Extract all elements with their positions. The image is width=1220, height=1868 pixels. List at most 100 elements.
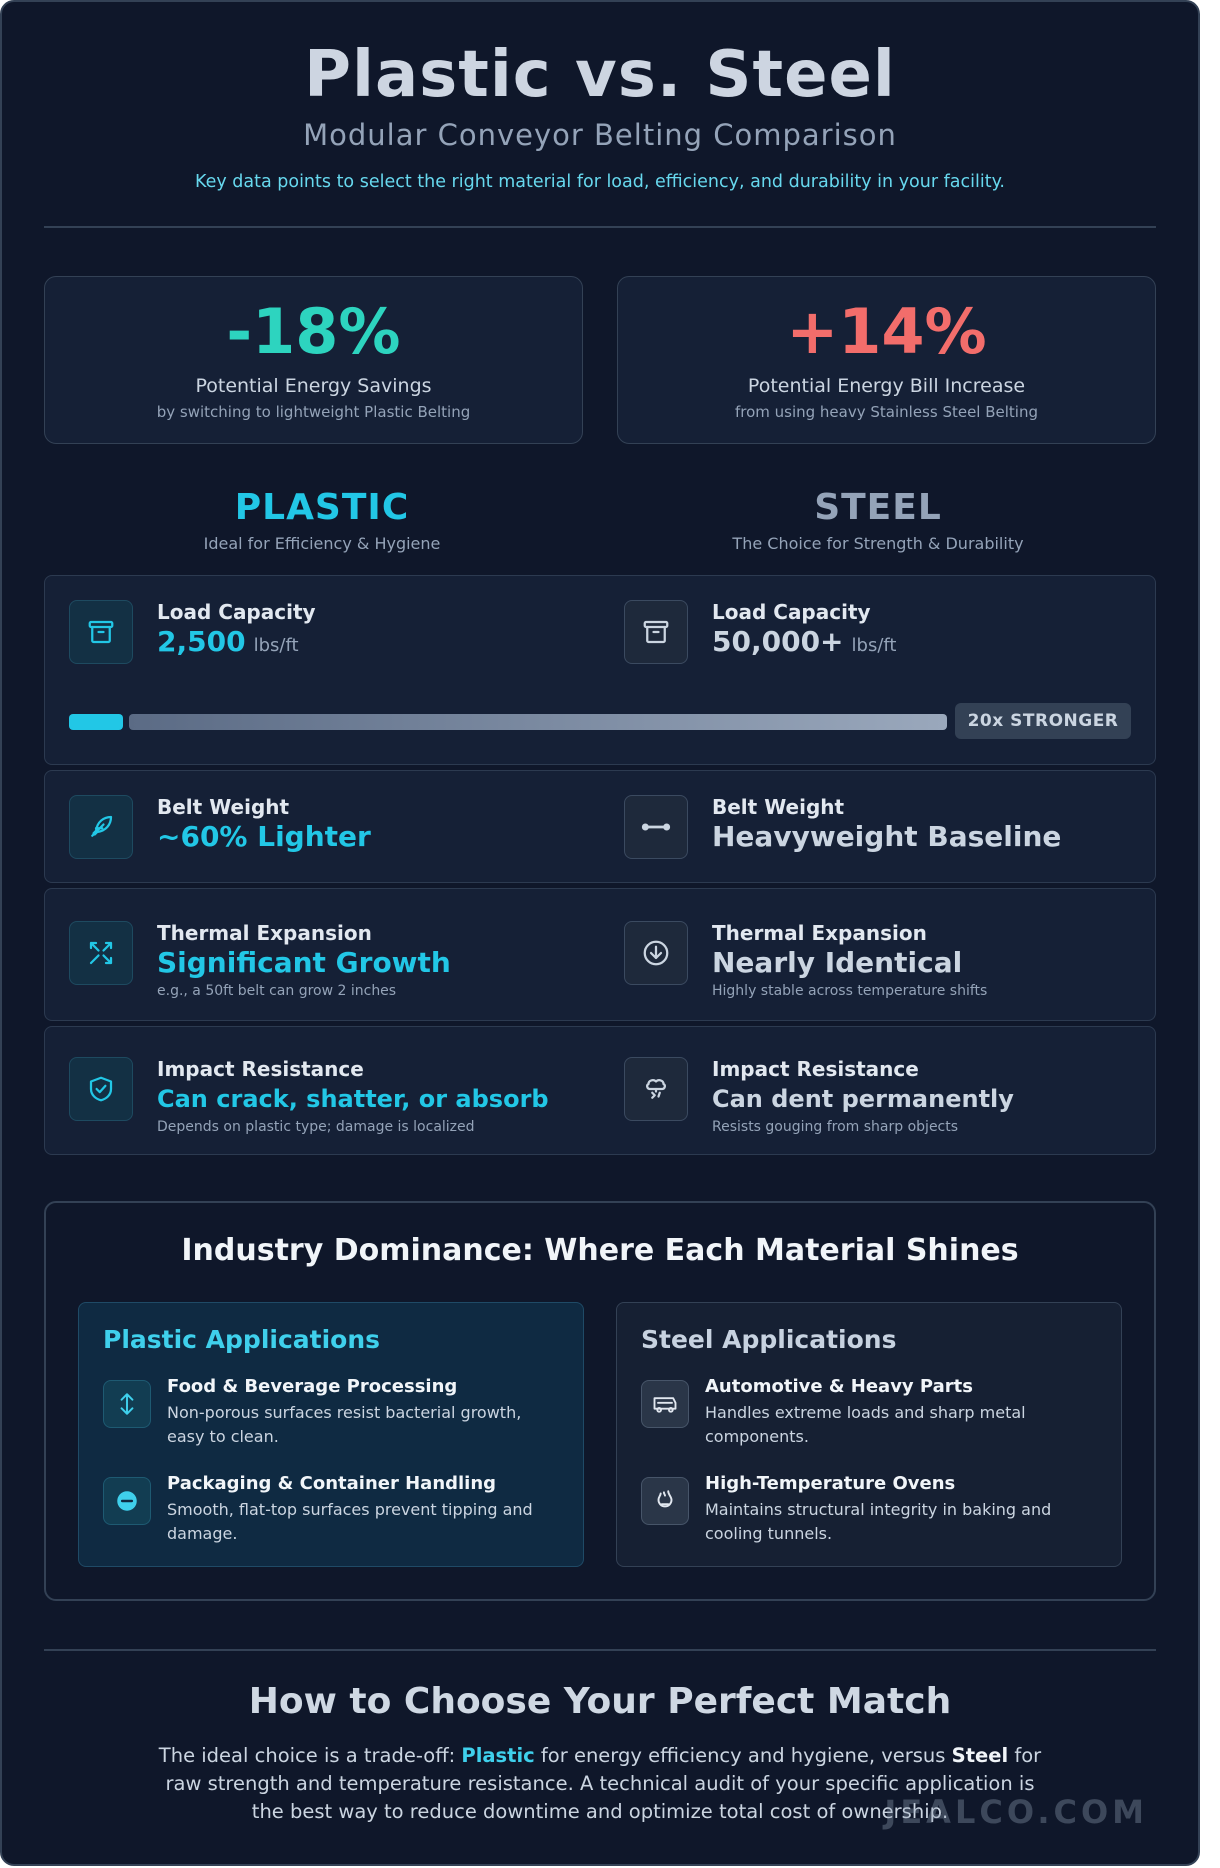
list-item: Automotive & Heavy Parts Handles extreme… [641,1376,1097,1449]
comparison-row-load: Load Capacity 2,500 lbs/ft Load Capacity … [44,575,1156,765]
comparison-row-thermal: Thermal Expansion Significant Growth e.g… [44,888,1156,1021]
application-name: Packaging & Container Handling [167,1473,497,1494]
cell-note: Highly stable across temperature shifts [712,983,988,999]
column-header-steel: STEEL The Choice for Strength & Durabili… [600,487,1156,554]
page-title: Plastic vs. Steel [304,38,896,112]
cell-value: ~60% Lighter [157,820,371,853]
vertical-arrows-icon [103,1380,151,1428]
car-part-icon [641,1380,689,1428]
cell-label: Belt Weight [712,795,845,819]
application-desc: Handles extreme loads and sharp metal co… [705,1403,1026,1446]
steel-applications-card: Steel Applications Automotive & Heavy Pa… [616,1302,1122,1567]
column-title: STEEL [814,487,942,528]
cell-label: Impact Resistance [157,1057,364,1081]
stat-value: +14% [786,295,987,368]
applications-title: Steel Applications [641,1325,897,1354]
stat-sub: from using heavy Stainless Steel Belting [734,403,1039,421]
cell-note: e.g., a 50ft belt can grow 2 inches [157,983,397,999]
application-desc: Maintains structural integrity in baking… [705,1500,1052,1543]
choose-body: The ideal choice is a trade-off: Plastic… [150,1742,1050,1826]
feather-icon [69,795,133,859]
cell-note: Depends on plastic type; damage is local… [157,1119,475,1135]
unit-text: lbs/ft [851,635,897,656]
archive-box-icon [624,600,688,664]
industry-title: Industry Dominance: Where Each Material … [181,1233,1019,1268]
oven-mitt-icon [641,1477,689,1525]
cell-label: Thermal Expansion [157,921,372,945]
page-tagline: Key data points to select the right mate… [194,172,1005,192]
column-headers: PLASTIC Ideal for Efficiency & Hygiene S… [44,487,1156,554]
stat-label: Potential Energy Bill Increase [747,375,1026,397]
cell-label: Belt Weight [157,795,290,819]
list-item: Food & Beverage Processing Non-porous su… [103,1376,559,1449]
strength-ratio-badge: 20x STRONGER [955,703,1131,739]
load-comparison-bar: 20x STRONGER [69,703,1131,739]
stat-label: Potential Energy Savings [195,375,432,397]
steel-load-bar [129,714,947,730]
unit-text: lbs/ft [253,635,299,656]
plastic-applications-card: Plastic Applications Food & Beverage Pro… [78,1302,584,1567]
column-subtitle: Ideal for Efficiency & Hygiene [203,534,441,553]
stat-card-plastic: -18% Potential Energy Savings by switchi… [44,276,583,444]
divider [44,226,1156,228]
application-name: High-Temperature Ovens [705,1473,956,1494]
plastic-cell: Thermal Expansion Significant Growth e.g… [45,921,600,999]
body-text: for raw strength and temperature resista… [165,1744,1042,1823]
dumbbell-icon [624,795,688,859]
application-desc: Non-porous surfaces resist bacterial gro… [167,1403,522,1446]
plastic-cell: Belt Weight ~60% Lighter [45,795,600,859]
body-text: for energy efficiency and hygiene, versu… [534,1744,952,1767]
arrow-down-circle-icon [624,921,688,985]
column-subtitle: The Choice for Strength & Durability [732,534,1024,553]
stat-card-steel: +14% Potential Energy Bill Increase from… [617,276,1156,444]
cell-label: Thermal Expansion [712,921,927,945]
stat-sub: by switching to lightweight Plastic Belt… [156,403,471,421]
expand-arrows-icon [69,921,133,985]
cell-value: 50,000+ lbs/ft [712,624,896,664]
applications-title: Plastic Applications [103,1325,381,1354]
application-desc: Smooth, flat-top surfaces prevent tippin… [167,1500,533,1543]
value-text: 50,000+ [712,625,844,658]
page-subtitle: Modular Conveyor Belting Comparison [303,118,897,152]
cell-value: Can dent permanently [712,1085,1014,1113]
cell-value: 2,500 lbs/ft [157,624,316,664]
column-title: PLASTIC [234,487,410,528]
stat-value: -18% [226,295,401,368]
comparison-row-weight: Belt Weight ~60% Lighter Belt Weight Hea… [44,770,1156,883]
cell-value: Heavyweight Baseline [712,820,1062,853]
comparison-row-impact: Impact Resistance Can crack, shatter, or… [44,1026,1156,1155]
watermark-logo: JEALCO.COM [884,1793,1148,1831]
steel-cell: Belt Weight Heavyweight Baseline [600,795,1155,859]
stats-row: -18% Potential Energy Savings by switchi… [44,276,1156,444]
cell-label: Impact Resistance [712,1057,919,1081]
cell-label: Load Capacity [712,600,871,624]
header: Plastic vs. Steel Modular Conveyor Belti… [2,2,1198,192]
application-name: Food & Beverage Processing [167,1376,458,1397]
plastic-load-bar [69,714,123,730]
steel-highlight: Steel [951,1744,1009,1767]
column-header-plastic: PLASTIC Ideal for Efficiency & Hygiene [44,487,600,554]
steel-cell: Thermal Expansion Nearly Identical Highl… [600,921,1155,999]
minus-circle-icon [103,1477,151,1525]
cell-value: Can crack, shatter, or absorb [157,1085,549,1113]
body-text: The ideal choice is a trade-off: [158,1744,462,1767]
impact-burst-icon [624,1057,688,1121]
cell-value: Nearly Identical [712,946,963,979]
choose-section: How to Choose Your Perfect Match The ide… [2,1681,1198,1826]
cell-label: Load Capacity [157,600,316,624]
steel-cell: Load Capacity 50,000+ lbs/ft [600,600,1155,664]
shield-check-icon [69,1057,133,1121]
list-item: Packaging & Container Handling Smooth, f… [103,1473,559,1546]
value-text: 2,500 [157,625,246,658]
plastic-cell: Load Capacity 2,500 lbs/ft [45,600,600,664]
plastic-highlight: Plastic [461,1744,535,1767]
steel-cell: Impact Resistance Can dent permanently R… [600,1057,1155,1135]
plastic-cell: Impact Resistance Can crack, shatter, or… [45,1057,600,1135]
application-name: Automotive & Heavy Parts [705,1376,973,1397]
list-item: High-Temperature Ovens Maintains structu… [641,1473,1097,1546]
cell-value: Significant Growth [157,946,451,979]
divider [44,1649,1156,1651]
choose-title: How to Choose Your Perfect Match [248,1681,952,1722]
cell-note: Resists gouging from sharp objects [712,1119,959,1135]
